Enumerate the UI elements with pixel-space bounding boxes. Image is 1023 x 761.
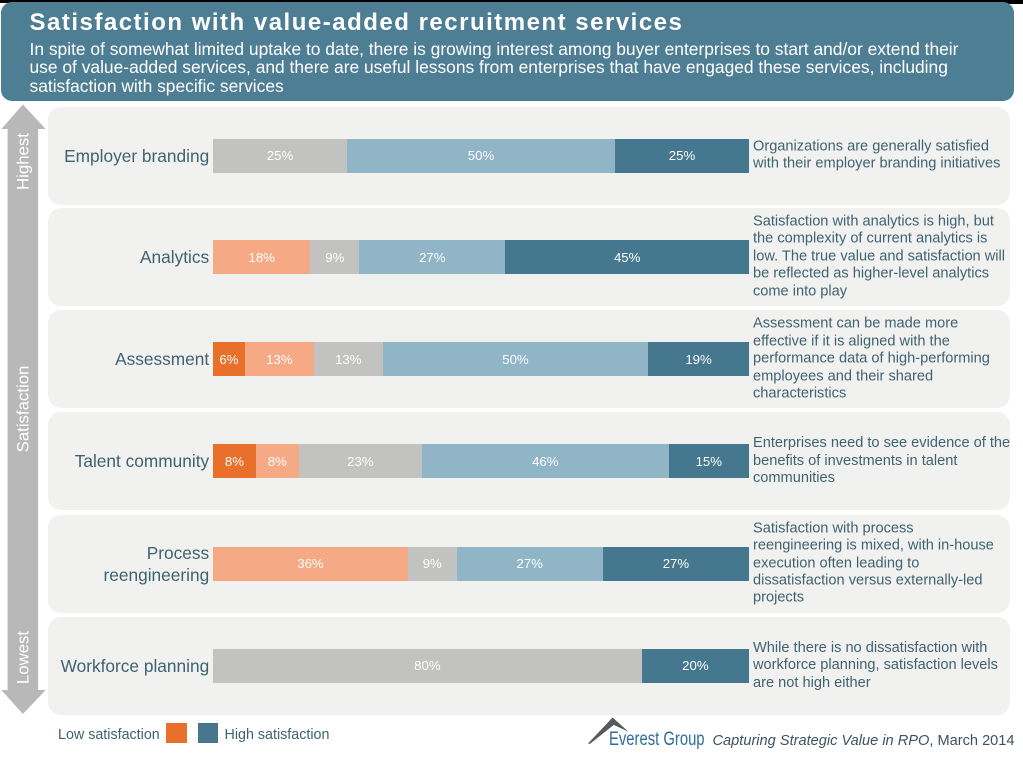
svg-text:Satisfaction: Satisfaction (14, 366, 33, 453)
svg-text:Highest: Highest (14, 133, 33, 190)
svg-text:Lowest: Lowest (14, 631, 33, 685)
